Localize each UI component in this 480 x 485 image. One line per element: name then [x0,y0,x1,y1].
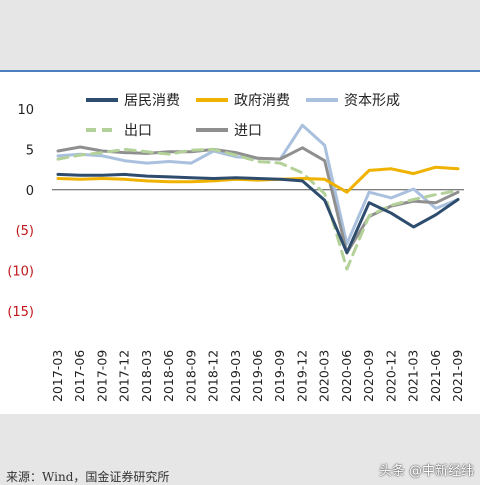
y-tick-label: 5 [26,143,34,158]
y-axis: 10 5 0 (5) (10) (15) [7,103,34,320]
x-tick-label: 2018-06 [161,350,176,402]
x-tick-label: 2021-09 [450,350,465,402]
y-tick-label: (10) [7,265,34,280]
plot-area [58,125,458,269]
watermark: 头条 @中新经纬 [379,460,474,479]
x-tick-label: 2019-03 [228,350,243,402]
x-tick-label: 2017-12 [117,350,132,402]
legend-label: 进口 [234,123,262,139]
x-tick-label: 2020-09 [361,350,376,402]
series-line-1 [58,174,458,252]
legend-label: 居民消费 [124,93,180,109]
x-tick-label: 2017-06 [72,350,87,402]
x-tick-label: 2017-03 [50,350,65,402]
x-tick-label: 2018-09 [183,350,198,402]
series-line-4 [58,149,458,269]
y-tick-label: 0 [26,184,34,199]
y-tick-label: (15) [7,305,34,320]
x-tick-label: 2019-12 [294,350,309,402]
x-tick-label: 2017-09 [94,350,109,402]
series-line-5 [58,147,458,253]
x-tick-label: 2018-03 [139,350,154,402]
x-tick-label: 2021-06 [428,350,443,402]
x-tick-label: 2019-09 [272,350,287,402]
legend-label: 出口 [124,123,152,139]
legend-label: 资本形成 [344,93,400,109]
source-note: 来源：Wind，国金证券研究所 [6,468,169,485]
x-tick-label: 2019-06 [250,350,265,402]
chart-card: 居民消费 政府消费 资本形成出口 进口 10 5 0 (5) (10) (15) 2017-03… [0,70,480,414]
y-tick-label: 10 [17,103,34,118]
y-tick-label: (5) [16,224,34,239]
legend-label: 政府消费 [234,93,290,109]
x-tick-label: 2020-03 [317,350,332,402]
x-tick-label: 2020-06 [339,350,354,402]
x-tick-label: 2018-12 [206,350,221,402]
x-tick-label: 2021-03 [406,350,421,402]
x-tick-label: 2020-12 [383,350,398,402]
series-line-3 [58,125,458,244]
